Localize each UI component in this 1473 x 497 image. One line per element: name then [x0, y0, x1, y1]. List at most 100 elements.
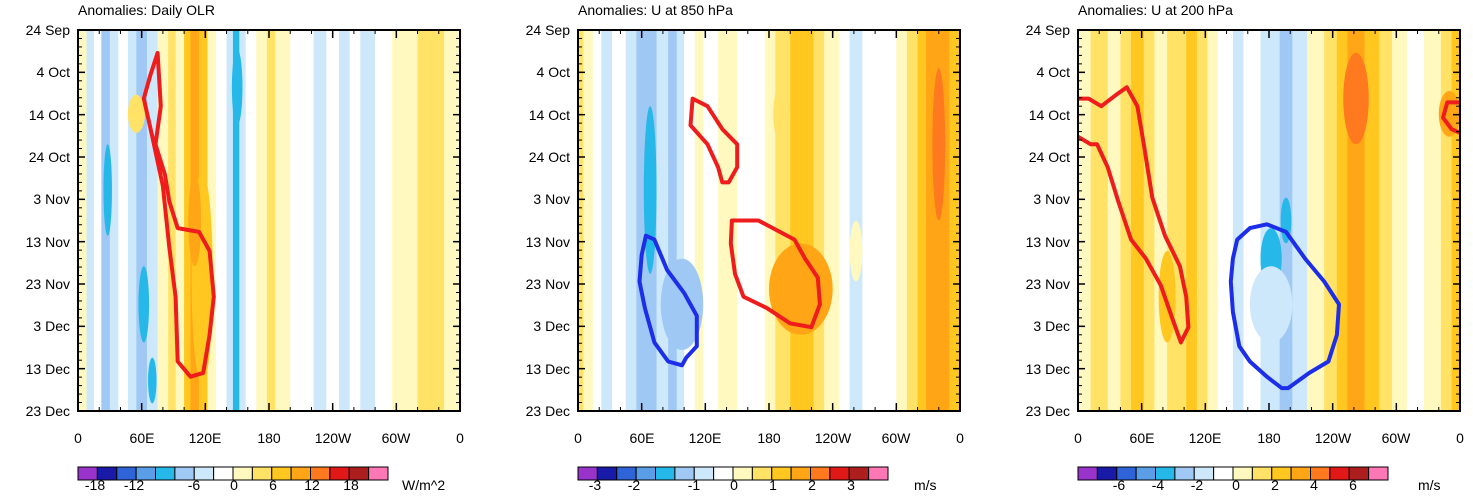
y-tick-label: 23 Nov	[526, 276, 570, 292]
heat-patch	[231, 49, 243, 126]
heat-band	[1440, 30, 1453, 411]
heat-band	[1218, 30, 1234, 411]
heat-band	[1392, 30, 1408, 411]
heat-band	[1406, 30, 1425, 411]
heat-patch	[1249, 266, 1293, 343]
heat-band	[790, 30, 815, 411]
heat-patch	[660, 258, 704, 351]
contour-red	[1441, 100, 1460, 135]
heat-band	[601, 30, 613, 411]
heat-band	[949, 30, 960, 411]
colorbar-label: -2	[628, 477, 641, 493]
y-tick-label: 3 Dec	[33, 318, 70, 334]
heat-band	[862, 30, 878, 411]
y-tick-label: 23 Nov	[26, 276, 70, 292]
contour-red	[688, 96, 740, 185]
heat-band	[1336, 30, 1349, 411]
heatmap-field	[578, 30, 960, 411]
colorbar-label: -6	[1113, 477, 1126, 493]
heat-band	[1078, 30, 1092, 411]
y-tick-label: 24 Sep	[1026, 22, 1071, 38]
heat-patch	[773, 83, 791, 145]
heat-band	[718, 30, 738, 411]
heat-band	[339, 30, 351, 411]
y-tick-label: 24 Oct	[529, 149, 570, 165]
panel-title: Anomalies: U at 850 hPa	[578, 2, 733, 18]
y-tick-label: 24 Oct	[29, 149, 70, 165]
heat-band	[676, 30, 685, 411]
heat-band	[146, 30, 159, 411]
y-tick-label: 13 Dec	[1026, 361, 1070, 377]
y-tick-label: 3 Nov	[533, 191, 570, 207]
heat-band	[1324, 30, 1338, 411]
heat-band	[157, 30, 169, 411]
heat-band	[1196, 30, 1209, 411]
heat-patch	[1158, 250, 1176, 343]
heat-band	[1364, 30, 1380, 411]
heat-band	[1143, 30, 1155, 411]
y-tick-label: 13 Nov	[526, 234, 570, 250]
colorbar-label: 0	[730, 477, 738, 493]
y-tick-label: 3 Nov	[1033, 191, 1070, 207]
heat-band	[175, 30, 185, 411]
x-tick-label: 0	[1074, 430, 1082, 446]
heat-band	[118, 30, 129, 411]
colorbar-label: 6	[1349, 477, 1357, 493]
heat-band	[266, 30, 276, 411]
y-tick-label: 3 Nov	[33, 191, 70, 207]
y-tick-label: 13 Dec	[26, 361, 70, 377]
y-tick-label: 23 Nov	[1026, 276, 1070, 292]
heat-band	[583, 30, 594, 411]
colorbar-label: 0	[230, 477, 238, 493]
colorbar-swatch	[868, 466, 889, 481]
colorbar-label: -1	[688, 477, 701, 493]
heat-band	[578, 30, 584, 411]
colorbar	[77, 466, 389, 481]
colorbar-label: 0	[1232, 477, 1240, 493]
y-tick-label: 4 Oct	[537, 64, 571, 80]
y-tick-label: 23 Dec	[1026, 403, 1070, 419]
heat-band	[78, 30, 88, 411]
heat-band	[184, 30, 192, 411]
colorbar-swatch	[1329, 466, 1350, 481]
heat-band	[239, 30, 247, 411]
heat-band	[326, 30, 340, 411]
heat-band	[275, 30, 291, 411]
heat-patch	[932, 68, 946, 221]
colorbar-label: 2	[1271, 477, 1279, 493]
heat-band	[1232, 30, 1245, 411]
heat-band	[1307, 30, 1325, 411]
colorbar-swatch	[655, 466, 676, 481]
x-tick-label: 60E	[630, 430, 655, 446]
heat-band	[1186, 30, 1198, 411]
heat-band	[127, 30, 137, 411]
x-tick-label: 60W	[382, 430, 412, 446]
heatmap-field	[1078, 30, 1460, 411]
heat-band	[1423, 30, 1442, 411]
heat-band	[625, 30, 637, 411]
heat-patch	[127, 94, 145, 133]
axis-ticks	[577, 29, 961, 412]
contour-layer	[637, 96, 822, 368]
heat-band	[849, 30, 863, 411]
panel-u850: Anomalies: U at 850 hPa 24 Sep 4 Oct 14 …	[526, 2, 964, 493]
axis-ticks	[1077, 29, 1461, 412]
colorbar-label: -12	[124, 477, 144, 493]
heat-band	[1131, 30, 1145, 411]
heat-band	[1379, 30, 1393, 411]
colorbar-swatch	[1077, 466, 1098, 481]
heat-band	[839, 30, 851, 411]
heat-band	[1090, 30, 1109, 411]
y-tick-label: 14 Oct	[1029, 107, 1070, 123]
heat-patch	[849, 220, 863, 282]
heat-band	[93, 30, 102, 411]
colorbar-label: -4	[1152, 477, 1165, 493]
colorbar-swatch	[1213, 466, 1234, 481]
x-tick-label: 120E	[189, 430, 222, 446]
heat-band	[360, 30, 376, 411]
heat-band	[1167, 30, 1187, 411]
colorbar-swatch	[368, 466, 389, 481]
contour-red	[728, 218, 822, 330]
x-tick-label: 60W	[882, 430, 912, 446]
